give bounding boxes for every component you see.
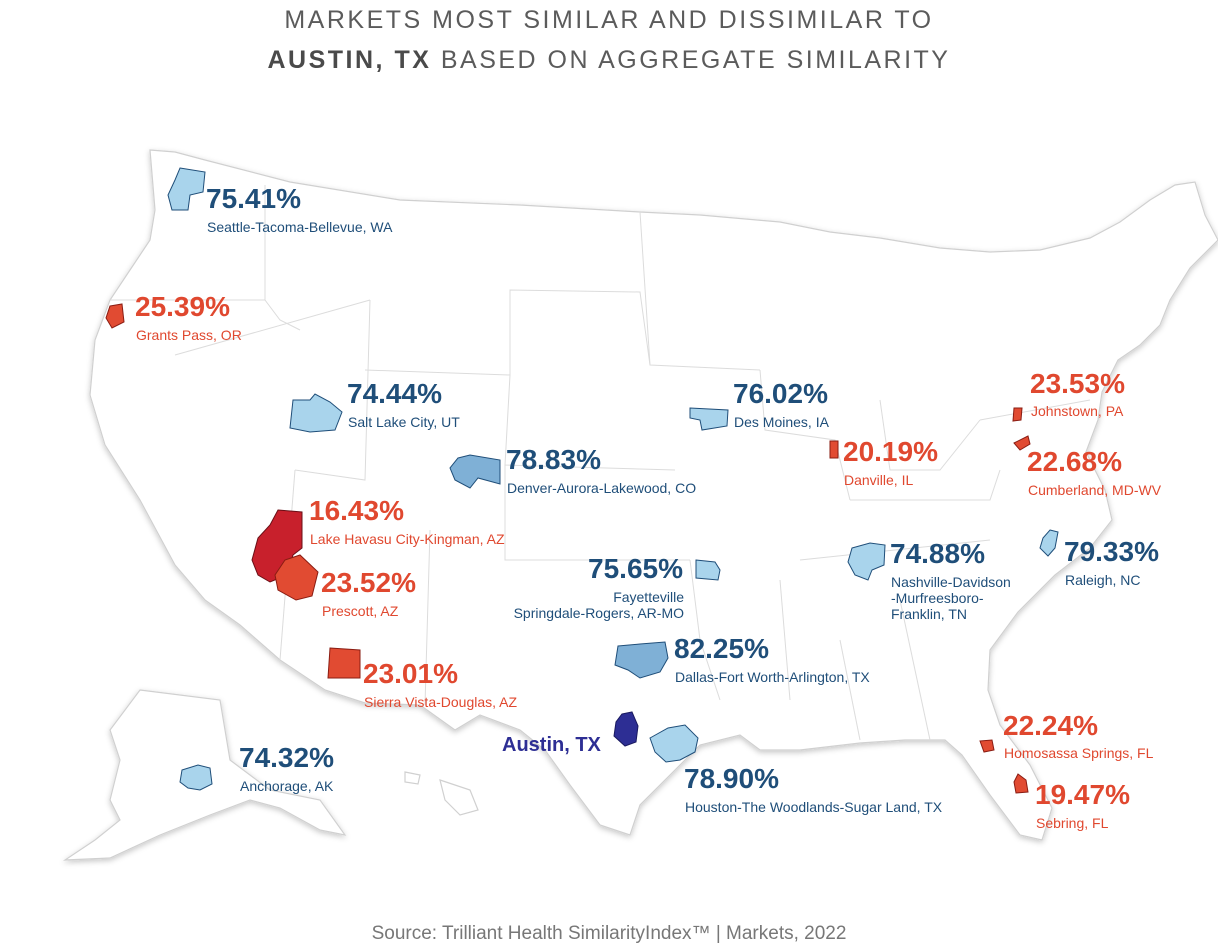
title-rest: BASED ON AGGREGATE SIMILARITY: [431, 46, 951, 74]
austin-market-shape: [613, 711, 639, 747]
market-name: Sebring, FL: [1036, 815, 1109, 831]
similarity-pct: 19.47%: [1035, 779, 1130, 810]
chart-title-line-2: AUSTIN, TX BASED ON AGGREGATE SIMILARITY: [0, 46, 1218, 75]
market-name: Salt Lake City, UT: [348, 414, 460, 430]
cumberland-market-shape: [1013, 435, 1031, 451]
raleigh-market-shape: [1039, 529, 1059, 557]
market-name-line: Springdale-Rogers, AR-MO: [513, 605, 684, 621]
market-name: Johnstown, PA: [1031, 403, 1124, 419]
salt-lake-market-shape: [289, 393, 343, 433]
chart-title-line-1: MARKETS MOST SIMILAR AND DISSIMILAR TO: [284, 6, 934, 34]
market-name: Des Moines, IA: [734, 414, 829, 430]
market-name: Houston-The Woodlands-Sugar Land, TX: [685, 799, 943, 815]
anchorage-market-shape: [179, 764, 213, 791]
contiguous-us-shape: [89, 149, 1218, 841]
market-name: Lake Havasu City-Kingman, AZ: [310, 531, 505, 547]
source-note: Source: Trilliant Health SimilarityIndex…: [371, 923, 847, 944]
johnstown-market-shape: [1012, 407, 1023, 422]
des-moines-market-shape: [689, 407, 729, 431]
seattle-market-shape: [167, 167, 206, 211]
market-name: Anchorage, AK: [240, 778, 334, 794]
market-name: Danville, IL: [844, 472, 914, 488]
danville-market-shape: [829, 440, 839, 459]
similarity-pct: 25.39%: [135, 291, 230, 322]
grants-pass-market-shape: [105, 303, 125, 329]
similarity-pct: 75.65%: [588, 553, 683, 584]
similarity-pct: 75.41%: [206, 183, 301, 214]
hawaii-island-small: [404, 771, 421, 785]
similarity-pct: 76.02%: [733, 378, 828, 409]
title-highlight-market: AUSTIN, TX: [267, 46, 432, 74]
similarity-pct: 20.19%: [843, 436, 938, 467]
nashville-market-shape: [847, 542, 886, 581]
similarity-pct: 82.25%: [674, 633, 769, 664]
similarity-pct: 23.52%: [321, 567, 416, 598]
market-name: Dallas-Fort Worth-Arlington, TX: [675, 669, 870, 685]
similarity-pct: 22.68%: [1027, 446, 1122, 477]
sierra-vista-market-shape: [327, 647, 361, 679]
market-name: Raleigh, NC: [1065, 572, 1141, 588]
similarity-pct: 74.44%: [347, 378, 442, 409]
market-name: Seattle-Tacoma-Bellevue, WA: [207, 219, 393, 235]
fayetteville-market-shape: [695, 559, 721, 581]
market-name: Homosassa Springs, FL: [1004, 745, 1154, 761]
houston-market-shape: [649, 724, 699, 763]
market-name-line: Nashville-Davidson: [891, 574, 1011, 590]
market-name-line: Fayetteville: [613, 589, 684, 605]
similarity-pct: 78.90%: [684, 763, 779, 794]
state-borders: [110, 185, 1091, 741]
similarity-pct: 23.01%: [363, 658, 458, 689]
similarity-pct: 79.33%: [1064, 536, 1159, 567]
market-name-line: -Murfreesboro-: [891, 590, 984, 606]
market-name-line: Franklin, TN: [891, 606, 967, 622]
similarity-pct: 23.53%: [1030, 368, 1125, 399]
homosassa-market-shape: [979, 739, 995, 753]
similarity-pct: 22.24%: [1003, 710, 1098, 741]
market-name: Sierra Vista-Douglas, AZ: [364, 694, 518, 710]
similarity-pct: 74.88%: [890, 538, 985, 569]
market-name: Cumberland, MD-WV: [1028, 482, 1162, 498]
sebring-market-shape: [1013, 773, 1029, 794]
prescott-market-shape: [274, 554, 319, 601]
hawaii-shape: [439, 779, 479, 816]
similarity-pct: 74.32%: [239, 742, 334, 773]
reference-market-label: Austin, TX: [502, 734, 601, 756]
market-name: Prescott, AZ: [322, 603, 399, 619]
denver-market-shape: [449, 454, 501, 489]
market-name: Denver-Aurora-Lakewood, CO: [507, 480, 697, 496]
similarity-pct: 16.43%: [309, 495, 404, 526]
similarity-pct: 78.83%: [506, 444, 601, 475]
dallas-market-shape: [614, 641, 669, 679]
market-name: Grants Pass, OR: [136, 327, 242, 343]
